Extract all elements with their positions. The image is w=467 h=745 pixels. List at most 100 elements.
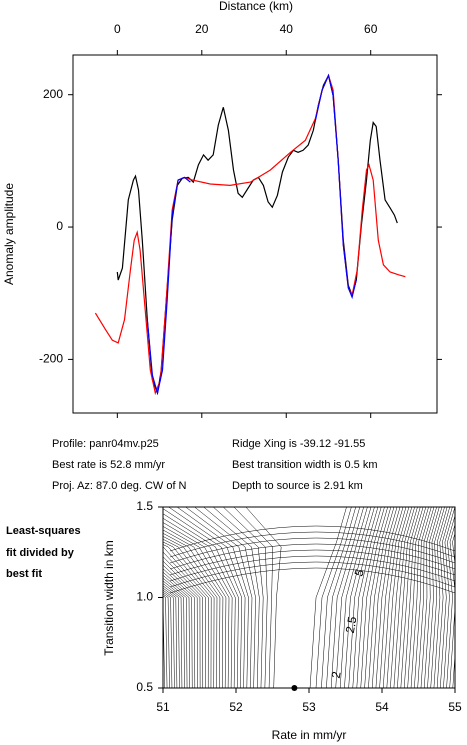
contour-line: [163, 556, 204, 688]
contour-line: [397, 507, 418, 688]
info-text: Depth to source is 2.91 km: [232, 480, 363, 492]
contour-line: [326, 507, 361, 688]
contour-line: [393, 507, 415, 688]
contour-line: [430, 507, 445, 688]
contour-line: [169, 543, 455, 570]
info-text: Best transition width is 0.5 km: [232, 459, 378, 471]
y-axis-label: Anomaly amplitude: [2, 183, 16, 285]
contour-line: [163, 560, 201, 688]
contour-line: [163, 580, 185, 688]
contour-line: [375, 507, 401, 688]
side-label: fit divided by: [6, 547, 75, 559]
contour-line: [407, 507, 427, 688]
contour-line: [460, 507, 467, 688]
contour-line: [163, 529, 227, 688]
contour-line: [458, 507, 467, 688]
contour-line: [382, 507, 407, 688]
contour-line: [379, 507, 404, 688]
contour-line: [163, 526, 230, 688]
side-label: best fit: [6, 568, 42, 580]
contour-line: [436, 507, 451, 688]
info-text: Best rate is 52.8 mm/yr: [52, 459, 165, 471]
info-text: Proj. Az: 87.0 deg. CW of N: [52, 480, 187, 492]
contour-line: [330, 507, 364, 688]
y-tick-label: 0.5: [136, 680, 153, 694]
contour-line: [163, 577, 188, 688]
contour-line: [163, 532, 224, 688]
x-tick-label: 60: [364, 22, 378, 36]
data-line: [146, 73, 357, 394]
contour-line: [163, 541, 215, 688]
contour-line: [390, 507, 413, 688]
contour-line: [169, 561, 455, 588]
info-text: Ridge Xing is -39.12 -91.55: [232, 438, 365, 450]
contour-line: [163, 522, 233, 688]
contour-line: [169, 531, 455, 558]
contour-line: [309, 507, 347, 688]
contour-line: [335, 507, 368, 688]
contour-line: [404, 507, 424, 688]
plot-frame: [72, 54, 438, 414]
contour-line: [163, 568, 196, 688]
x-tick-label: 40: [280, 22, 294, 36]
contour-line: [168, 507, 246, 688]
x-axis-label: Rate in mm/yr: [272, 728, 347, 742]
contour-line: [414, 507, 432, 688]
contour-line: [163, 585, 180, 688]
info-text: Profile: panr04mv.p25: [52, 438, 159, 450]
contour-line: [163, 508, 243, 688]
y-tick-label: 0: [56, 219, 63, 233]
contour-line: [344, 507, 375, 688]
data-line: [116, 73, 398, 396]
plot-frame: [162, 506, 456, 689]
contour-line: [352, 507, 382, 688]
contour-line: [360, 507, 388, 688]
data-line: [94, 73, 406, 396]
x-axis-label: Distance (km): [219, 0, 293, 13]
contour-line: [163, 591, 173, 688]
contour-line: [315, 507, 352, 688]
contour-line: [371, 507, 398, 688]
contour-line: [245, 507, 282, 688]
contour-line: [223, 507, 268, 688]
y-tick-label: 1.5: [136, 499, 153, 513]
contour-label: 2: [329, 670, 344, 679]
contour-line: [169, 537, 455, 564]
y-tick-label: 1.0: [136, 590, 153, 604]
contour-line: [420, 507, 437, 688]
contour-line: [233, 507, 274, 688]
contour-label: 5: [352, 567, 368, 578]
best-fit-point: [291, 685, 298, 691]
contour-line: [163, 593, 170, 688]
x-tick-label: 55: [448, 700, 462, 714]
contour-line: [194, 507, 256, 688]
contour-line: [410, 507, 429, 688]
contour-line: [169, 525, 455, 552]
contour-line: [364, 507, 392, 688]
contour-line: [417, 507, 435, 688]
contour-line: [368, 507, 395, 688]
contour-line: [163, 583, 183, 688]
y-axis-label: Transition width in km: [102, 540, 116, 656]
y-tick-label: -200: [39, 352, 63, 366]
contour-line: [386, 507, 410, 688]
x-tick-label: 52: [229, 700, 243, 714]
x-tick-label: 54: [375, 700, 389, 714]
x-tick-label: 51: [156, 700, 170, 714]
contour-line: [163, 574, 190, 688]
contour-line: [163, 546, 209, 688]
y-tick-label: 200: [43, 87, 63, 101]
contour-label: 2.5: [343, 615, 360, 634]
contour-line: [169, 567, 455, 594]
contour-line: [163, 538, 218, 688]
contour-line: [163, 587, 178, 688]
contour-line: [400, 507, 421, 688]
contour-line: [163, 513, 239, 688]
contour-line: [185, 507, 253, 688]
contour-line: [356, 507, 385, 688]
side-label: Least-squares: [6, 525, 81, 537]
contour-line: [423, 507, 440, 688]
contour-lines: [163, 507, 467, 688]
contour-line: [176, 507, 249, 688]
